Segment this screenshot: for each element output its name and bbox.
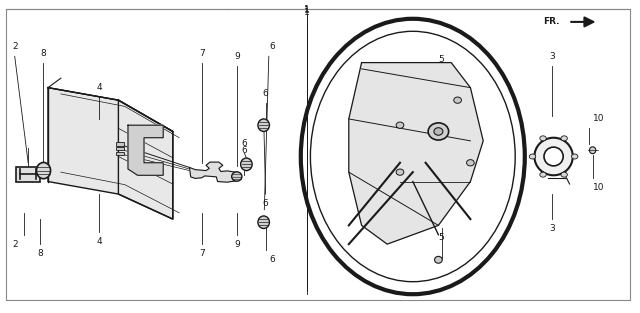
Text: 6: 6	[242, 140, 247, 148]
Text: 6: 6	[269, 255, 275, 264]
Ellipse shape	[589, 147, 596, 154]
Ellipse shape	[428, 123, 449, 140]
Text: 10: 10	[593, 183, 605, 192]
Polygon shape	[189, 162, 238, 182]
Ellipse shape	[434, 128, 443, 135]
Ellipse shape	[572, 154, 578, 159]
Text: 2: 2	[12, 43, 17, 51]
Text: 4: 4	[97, 83, 102, 92]
Text: 7: 7	[199, 49, 204, 58]
Ellipse shape	[454, 97, 461, 103]
Ellipse shape	[258, 216, 269, 228]
Ellipse shape	[467, 160, 474, 166]
Ellipse shape	[396, 169, 404, 175]
Ellipse shape	[561, 136, 568, 141]
Text: 6: 6	[263, 199, 268, 208]
Text: 9: 9	[234, 52, 239, 61]
Ellipse shape	[396, 122, 404, 128]
Text: 10: 10	[593, 115, 605, 123]
Text: 6: 6	[263, 90, 268, 98]
Bar	[16, 167, 40, 182]
Polygon shape	[128, 125, 163, 175]
Polygon shape	[349, 63, 483, 244]
Ellipse shape	[435, 256, 442, 263]
Text: 6: 6	[269, 43, 275, 51]
Ellipse shape	[36, 162, 51, 179]
Polygon shape	[48, 88, 173, 219]
Bar	[116, 142, 124, 146]
Ellipse shape	[540, 172, 547, 177]
Ellipse shape	[241, 158, 252, 171]
Text: 1: 1	[305, 8, 310, 17]
Ellipse shape	[534, 138, 573, 175]
Text: FR.: FR.	[543, 18, 560, 26]
Text: 5: 5	[439, 233, 444, 242]
Ellipse shape	[232, 172, 242, 181]
Text: 3: 3	[549, 224, 554, 233]
Text: 1: 1	[305, 6, 310, 14]
Ellipse shape	[561, 172, 568, 177]
Text: 8: 8	[38, 249, 43, 258]
Text: 2: 2	[12, 240, 17, 249]
Ellipse shape	[529, 154, 536, 159]
Text: 8: 8	[40, 49, 45, 58]
Text: 1: 1	[305, 5, 310, 14]
Text: 7: 7	[199, 249, 204, 258]
Text: 4: 4	[97, 237, 102, 245]
Text: 6: 6	[242, 146, 247, 155]
Text: 3: 3	[549, 52, 554, 61]
Ellipse shape	[540, 136, 547, 141]
Bar	[116, 147, 124, 150]
Text: 5: 5	[439, 55, 444, 64]
Bar	[116, 152, 124, 155]
Text: 9: 9	[234, 240, 239, 249]
Polygon shape	[118, 100, 173, 219]
Ellipse shape	[258, 119, 269, 131]
Ellipse shape	[544, 147, 563, 166]
